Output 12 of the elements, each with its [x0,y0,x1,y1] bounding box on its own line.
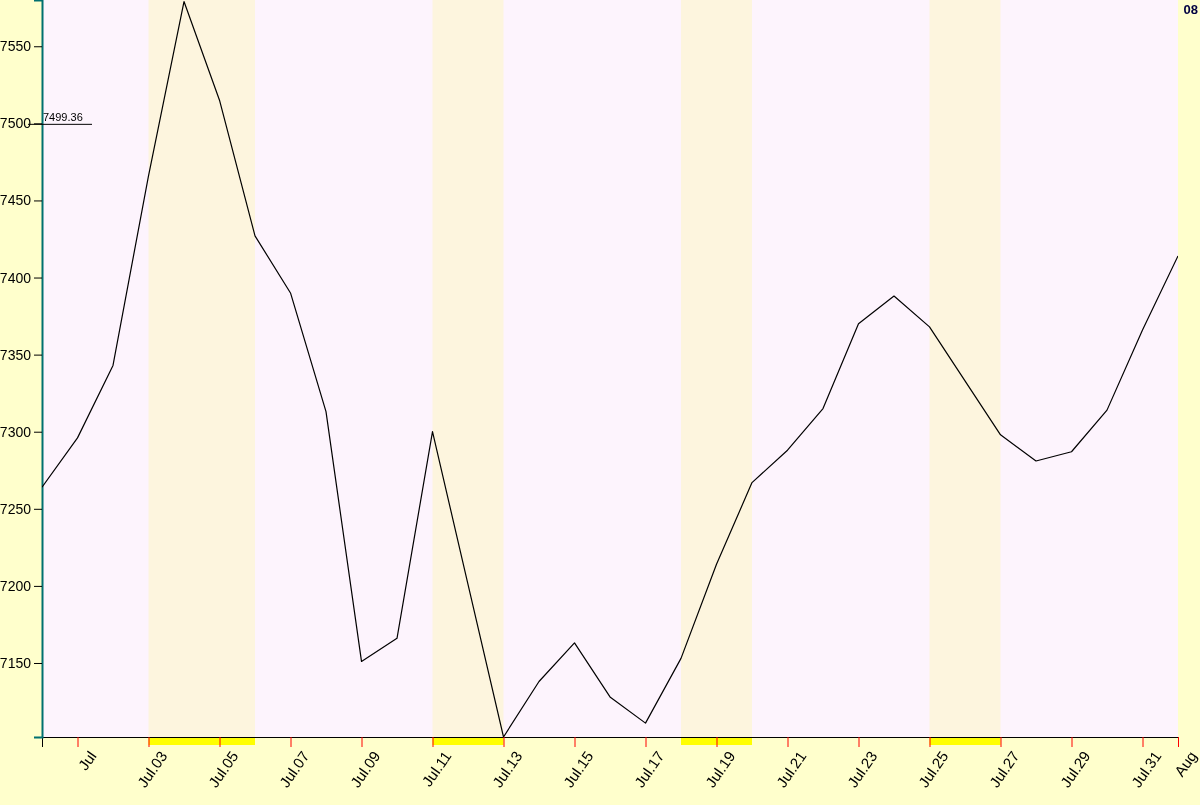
y-tick-label: 7250 [0,500,32,517]
y-tick-label: 7350 [0,346,32,363]
y-tick-label: 7300 [0,423,32,440]
y-tick-label: 7200 [0,577,32,594]
y-tick-label: 7150 [0,654,32,671]
y-tick-label: 7400 [0,269,32,286]
y-tick-label: 7550 [0,38,32,55]
text: 08 [1183,2,1198,17]
x-tick-label: Jul [74,747,100,774]
ref-line-label: 7499.36 [43,111,83,124]
y-tick-label: 7500 [0,115,32,132]
y-tick-label: 7450 [0,192,32,209]
